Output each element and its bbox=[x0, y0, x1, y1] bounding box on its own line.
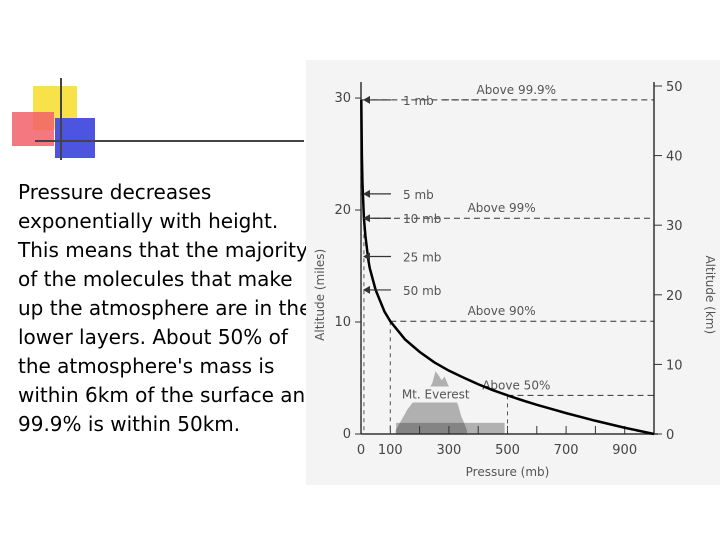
slide-body-text: Pressure decreases exponentially with he… bbox=[18, 180, 318, 436]
right-tick-label: 10 bbox=[666, 358, 683, 373]
right-axis-title: Altitude (km) bbox=[703, 255, 717, 334]
threshold-label: Above 50% bbox=[482, 378, 550, 392]
right-tick-label: 20 bbox=[666, 289, 683, 304]
x-tick-label: 900 bbox=[612, 443, 637, 458]
marker-arrow-head bbox=[363, 252, 370, 261]
x-tick-label: 0 bbox=[357, 443, 365, 458]
x-tick-label: 100 bbox=[378, 443, 403, 458]
chart-svg: 0 100 300 500 700 900010203001020304050Pressu… bbox=[313, 80, 717, 479]
x-tick-label: 300 bbox=[436, 443, 461, 458]
everest-silhouette bbox=[395, 371, 467, 435]
pressure-marker-label: 10 mb bbox=[403, 212, 441, 226]
marker-arrow-head bbox=[363, 214, 370, 223]
right-tick-label: 0 bbox=[666, 428, 674, 443]
left-tick-label: 0 bbox=[343, 427, 351, 442]
threshold-label: Above 99.9% bbox=[476, 83, 556, 97]
everest-label: Mt. Everest bbox=[402, 388, 470, 402]
left-tick-label: 30 bbox=[334, 91, 351, 106]
pressure-curve bbox=[360, 99, 655, 436]
pressure-marker-label: 5 mb bbox=[403, 188, 434, 202]
marker-arrow-head bbox=[363, 189, 370, 198]
everest-label-backdrop bbox=[404, 386, 464, 403]
right-tick-label: 40 bbox=[666, 150, 683, 165]
pressure-marker-label: 50 mb bbox=[403, 284, 441, 298]
everest-base-fill bbox=[396, 422, 505, 434]
pressure-marker-label: 1 mb bbox=[403, 94, 434, 108]
x-tick-label: 700 bbox=[554, 443, 579, 458]
slide-decoration bbox=[12, 78, 304, 160]
left-tick-label: 20 bbox=[334, 203, 351, 218]
marker-arrow-head bbox=[363, 285, 370, 294]
threshold-label: Above 99% bbox=[468, 201, 536, 215]
right-tick-label: 50 bbox=[666, 80, 683, 95]
marker-arrow-head bbox=[363, 95, 370, 104]
left-axis-title: Altitude (miles) bbox=[313, 249, 327, 341]
x-tick-label: 500 bbox=[495, 443, 520, 458]
pressure-altitude-chart: 0 100 300 500 700 900 0 10 20 30 0 10 20 30 40 50 Pressu… bbox=[306, 60, 720, 485]
left-tick-label: 10 bbox=[334, 315, 351, 330]
pressure-marker-label: 25 mb bbox=[403, 251, 441, 265]
x-axis-title: Pressure (mb) bbox=[466, 465, 550, 479]
right-tick-label: 30 bbox=[666, 219, 683, 234]
threshold-label: Above 90% bbox=[468, 304, 536, 318]
